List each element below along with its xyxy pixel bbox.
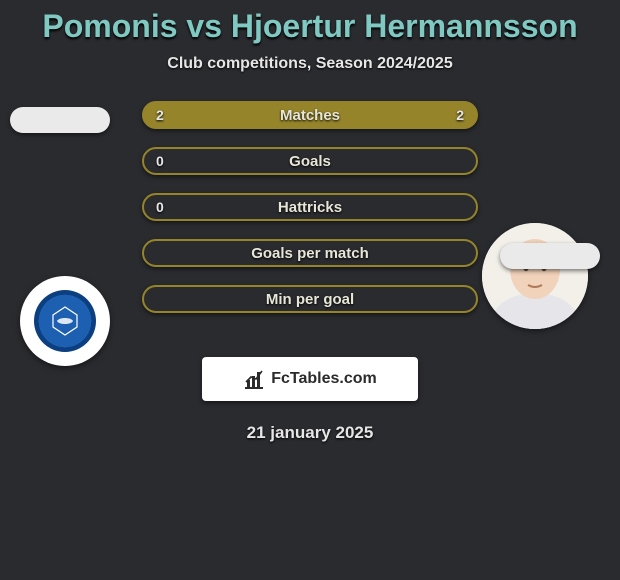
player2-pill: [500, 243, 600, 269]
stat-left-value: 0: [156, 199, 164, 215]
stat-label: Goals: [144, 153, 476, 170]
stat-row: Goals per match: [142, 239, 478, 267]
player1-pill: [10, 107, 110, 133]
subtitle: Club competitions, Season 2024/2025: [0, 55, 620, 73]
stat-row: 2Matches2: [142, 101, 478, 129]
stat-label: Matches: [144, 107, 476, 124]
club-badge-left: [20, 276, 110, 366]
stat-left-value: 0: [156, 153, 164, 169]
stat-label: Min per goal: [144, 291, 476, 308]
stat-row: 0Goals: [142, 147, 478, 175]
brand-box[interactable]: FcTables.com: [202, 357, 418, 401]
brand-text: FcTables.com: [271, 370, 377, 388]
bar-chart-icon: [243, 368, 265, 390]
stat-left-value: 2: [156, 107, 164, 123]
page-title: Pomonis vs Hjoertur Hermannsson: [0, 0, 620, 45]
date-text: 21 january 2025: [0, 423, 620, 443]
stats-area: 2Matches20Goals0HattricksGoals per match…: [0, 101, 620, 351]
player2-photo: [482, 223, 588, 329]
stat-row: 0Hattricks: [142, 193, 478, 221]
stat-label: Goals per match: [144, 245, 476, 262]
stat-right-value: 2: [456, 107, 464, 123]
adana-demirspor-badge-icon: [34, 290, 96, 352]
stat-label: Hattricks: [144, 199, 476, 216]
stat-row: Min per goal: [142, 285, 478, 313]
